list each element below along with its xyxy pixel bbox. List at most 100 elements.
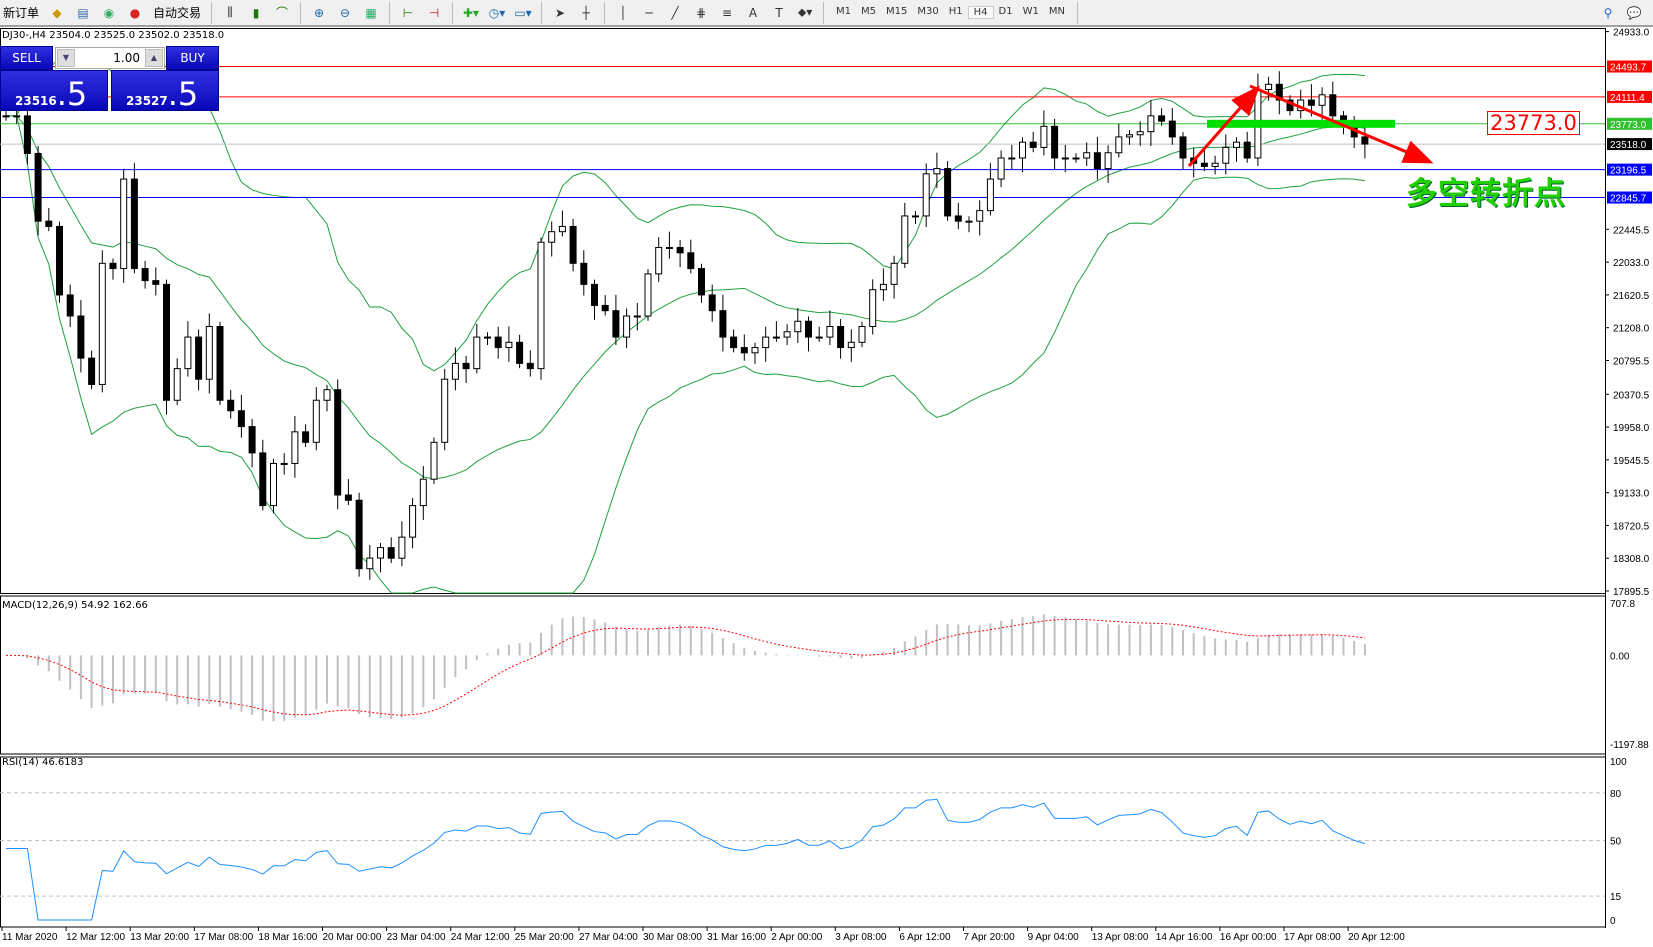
candle-body — [591, 283, 598, 306]
pivot-zone-bar — [1207, 119, 1395, 128]
line-chart-icon[interactable]: ⌒ — [276, 6, 289, 20]
timeframe-m30[interactable]: M30 — [917, 6, 939, 17]
candle-body — [1019, 141, 1026, 159]
crosshair-icon[interactable]: ┼ — [582, 5, 590, 20]
candle-body — [1061, 157, 1069, 160]
candle-body — [1307, 99, 1315, 106]
candle-body — [34, 152, 42, 222]
level-price-label[interactable]: 23773.0 — [1487, 111, 1580, 135]
macd-axis-label: 707.8 — [1610, 599, 1635, 610]
turning-point-annotation[interactable]: 多空转折点 — [1406, 176, 1566, 212]
lot-decrease-button[interactable]: ▼ — [57, 49, 75, 67]
candle-body — [1275, 83, 1283, 101]
history-center-icon[interactable]: ◆ — [52, 5, 62, 20]
candle-body — [387, 547, 395, 559]
zoom-in-icon[interactable]: ⊕ — [314, 5, 325, 20]
candle-body — [858, 326, 866, 343]
price-tick-label: 21208.0 — [1613, 324, 1650, 335]
candle-body — [794, 320, 802, 333]
candle-body — [516, 341, 524, 364]
auto-trading-button[interactable]: 自动交易 — [153, 6, 202, 20]
candle-body — [740, 347, 748, 354]
timeframe-mn[interactable]: MN — [1048, 6, 1065, 17]
arrows-icon[interactable]: ⬥▾ — [797, 5, 813, 19]
timeframe-w1[interactable]: W1 — [1022, 6, 1039, 17]
timeframe-m5[interactable]: M5 — [861, 6, 877, 17]
sell-button[interactable]: SELL — [0, 46, 53, 70]
up-arrow — [1187, 85, 1260, 167]
candle-body — [462, 362, 470, 370]
divider — [823, 1, 825, 24]
candle-body — [698, 268, 705, 296]
candlestick-icon[interactable]: ▮ — [252, 5, 260, 20]
price-tick-label: 19133.0 — [1613, 489, 1650, 500]
candle-body — [312, 399, 320, 443]
level-price-tag-label: 23518.0 — [1610, 140, 1647, 151]
lot-increase-button[interactable]: ▲ — [145, 49, 163, 67]
candle-body — [494, 336, 502, 349]
candle-body — [163, 283, 170, 401]
buy-label: BUY — [180, 51, 205, 65]
text-label-icon[interactable]: T — [775, 5, 783, 20]
candle-body — [1029, 141, 1037, 148]
price-tick-label: 24933.0 — [1613, 28, 1650, 39]
candle-body — [730, 336, 738, 349]
down-arrow — [1249, 84, 1434, 164]
candle-body — [1072, 157, 1080, 160]
zoom-out-icon[interactable]: ⊖ — [340, 5, 351, 20]
trendline-icon[interactable]: ╱ — [671, 5, 679, 20]
timeframe-h1[interactable]: H1 — [948, 6, 963, 17]
time-tick-label: 20 Mar 00:00 — [323, 932, 382, 943]
templates-icon[interactable]: ▭▾ — [514, 5, 532, 20]
fibo-fan-icon[interactable]: ≡ — [722, 5, 733, 20]
candle-body — [1200, 162, 1208, 167]
price-tick-label: 19545.5 — [1613, 456, 1650, 467]
indicators-icon[interactable]: ✚▾ — [462, 5, 480, 20]
candle-body — [879, 283, 887, 291]
vertical-line-icon[interactable]: │ — [619, 5, 627, 20]
bar-chart-icon[interactable]: ⫼ — [227, 5, 233, 19]
candle-body — [665, 246, 673, 249]
chart-area[interactable]: 24933.0 22445.5 22033.0 21620.5 21208.0 20795… — [0, 28, 1653, 947]
candle-body — [526, 362, 534, 370]
fibonacci-icon[interactable]: ⋕ — [696, 5, 707, 20]
candle-body — [366, 557, 374, 570]
timeframe-h4[interactable]: H4 — [967, 6, 994, 19]
candle-body — [751, 347, 759, 354]
new-order-button[interactable]: 新订单 — [3, 6, 40, 20]
search-icon[interactable]: ⚲ — [1603, 5, 1613, 20]
candle-body — [912, 215, 919, 218]
text-icon[interactable]: A — [748, 5, 758, 20]
candle-body — [2, 115, 10, 118]
time-tick-label: 25 Mar 20:00 — [515, 932, 574, 943]
timeframe-m1[interactable]: M1 — [836, 6, 852, 17]
timeframe-m15[interactable]: M15 — [886, 6, 908, 17]
chat-icon[interactable]: 💬 — [1626, 5, 1642, 20]
timeframe-d1[interactable]: D1 — [998, 6, 1013, 17]
chart-shift-icon[interactable]: ⊢ — [402, 5, 414, 20]
candle-body — [280, 462, 288, 465]
buy-price: 23527 — [126, 94, 168, 108]
candle-body — [933, 168, 941, 175]
periods-icon[interactable]: ◷▾ — [488, 5, 506, 20]
market-watch-icon[interactable]: ▤ — [77, 5, 89, 20]
lot-size-field[interactable]: ▼ 1.00 ▲ — [55, 47, 165, 69]
price-tick-label: 17895.5 — [1613, 587, 1650, 598]
buy-price-button[interactable]: 23527.5 — [111, 70, 219, 113]
tile-windows-icon[interactable]: ▦ — [365, 5, 377, 20]
buy-button[interactable]: BUY — [166, 46, 219, 70]
candle-body — [805, 320, 812, 338]
auto-trading-icon[interactable]: ● — [129, 5, 141, 20]
candle-body — [537, 241, 545, 370]
cursor-icon[interactable]: ➤ — [555, 5, 566, 20]
signals-icon[interactable]: ◉ — [103, 5, 115, 20]
horizontal-line-icon[interactable]: ─ — [645, 5, 653, 20]
toolbar: 新订单 ◆ ▤ ◉ ● 自动交易 ⫼ ▮ ⌒ ⊕ ⊖ ▦ ⊢ ⊣ ✚▾ ◷▾ ▭… — [0, 0, 1653, 27]
autoscroll-icon[interactable]: ⊣ — [428, 5, 440, 20]
candle-body — [1040, 125, 1048, 148]
candle-body — [1265, 83, 1273, 91]
candle-body — [1158, 115, 1166, 122]
sell-price-button[interactable]: 23516.5 — [0, 70, 108, 113]
candle-body — [719, 310, 727, 338]
candle-body — [109, 262, 117, 270]
